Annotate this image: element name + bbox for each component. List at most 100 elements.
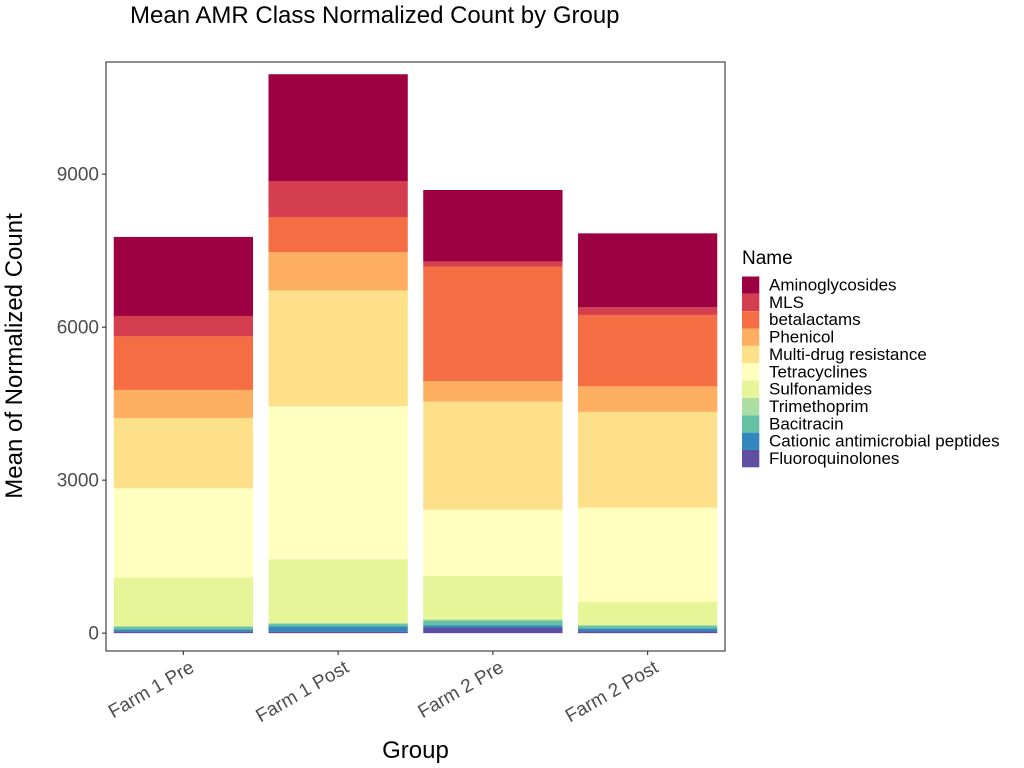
- y-tick-label: 0: [88, 624, 99, 645]
- legend-label: Sulfonamides: [769, 380, 872, 399]
- legend: Name AminoglycosidesMLSbetalactamsPhenic…: [742, 248, 1000, 468]
- bar-stack-farm-1-pre: [113, 236, 254, 634]
- plot-panel-border: [105, 61, 726, 652]
- legend-item-mls: MLS: [742, 293, 804, 312]
- bar-segment-farm-2-post-fluoroquinolones: [577, 631, 718, 634]
- bar-segment-farm-1-pre-betalactams: [113, 336, 254, 390]
- bar-segment-farm-2-post-mls: [577, 307, 718, 315]
- bar-segment-farm-2-pre-phenicol: [423, 381, 563, 402]
- legend-item-phenicol: Phenicol: [742, 328, 834, 347]
- legend-label: Tetracyclines: [769, 362, 867, 381]
- legend-label: Bacitracin: [769, 414, 844, 433]
- legend-swatch: [742, 450, 760, 468]
- bar-segment-farm-1-post-sulfonamides: [268, 559, 408, 623]
- legend-item-fluoroquinolones: Fluoroquinolones: [742, 449, 899, 468]
- legend-label: Phenicol: [769, 328, 834, 347]
- bar-stack-farm-1-post: [268, 74, 408, 634]
- bar-segment-farm-2-pre-multi-drug-resistance: [423, 401, 563, 510]
- y-tick-label: 6000: [57, 318, 99, 339]
- legend-label: betalactams: [769, 310, 861, 329]
- x-tick-label-farm-2-pre: Farm 2 Pre: [415, 657, 508, 723]
- legend-item-tetracyclines: Tetracyclines: [742, 362, 867, 381]
- x-tick-label-farm-2-post: Farm 2 Post: [562, 657, 663, 727]
- legend-swatch: [742, 415, 760, 433]
- legend-swatch: [742, 432, 760, 450]
- bar-segment-farm-1-post-betalactams: [268, 217, 408, 253]
- y-axis-title: Mean of Normalized Count: [1, 213, 28, 499]
- legend-items: AminoglycosidesMLSbetalactamsPhenicolMul…: [742, 276, 1000, 468]
- bar-segment-farm-1-post-aminoglycosides: [268, 74, 408, 182]
- bar-segment-farm-2-pre-fluoroquinolones: [423, 627, 563, 634]
- chart-title: Mean AMR Class Normalized Count by Group: [130, 2, 620, 29]
- y-tick-label: 9000: [57, 165, 99, 186]
- bar-segment-farm-2-post-aminoglycosides: [577, 233, 718, 308]
- legend-swatch: [742, 397, 760, 416]
- bar-segment-farm-2-post-tetracyclines: [577, 507, 718, 603]
- legend-item-multi-drug-resistance: Multi-drug resistance: [742, 345, 927, 364]
- bar-segment-farm-1-pre-bacitracin: [113, 627, 254, 630]
- x-tick-label-farm-1-pre: Farm 1 Pre: [105, 657, 198, 723]
- legend-swatch: [742, 345, 760, 364]
- bar-stack-farm-2-pre: [423, 190, 563, 634]
- y-tick-label: 3000: [57, 471, 99, 492]
- bar-segment-farm-1-post-fluoroquinolones: [268, 631, 408, 634]
- x-axis: Farm 1 Pre Farm 1 Post Farm 2 Pre Farm 2 Po…: [105, 651, 663, 727]
- legend-swatch: [742, 293, 760, 312]
- bar-segment-farm-2-post-multi-drug-resistance: [577, 411, 718, 508]
- bar-stack-farm-2-post: [577, 233, 718, 634]
- bar-segment-farm-1-pre-fluoroquinolones: [113, 631, 254, 634]
- legend-swatch: [742, 328, 760, 346]
- legend-title: Name: [742, 248, 793, 269]
- legend-item-aminoglycosides: Aminoglycosides: [742, 276, 897, 295]
- legend-label: Cationic antimicrobial peptides: [769, 432, 1000, 451]
- legend-label: Fluoroquinolones: [769, 449, 899, 468]
- bar-segment-farm-1-pre-aminoglycosides: [113, 236, 254, 316]
- legend-label: MLS: [769, 293, 804, 312]
- bar-segment-farm-2-pre-tetracyclines: [423, 509, 563, 577]
- bar-segment-farm-1-pre-cationic-antimicrobial-peptides: [113, 629, 254, 632]
- x-axis-title: Group: [382, 737, 449, 764]
- bar-segment-farm-2-pre-aminoglycosides: [423, 190, 563, 262]
- bar-segment-farm-2-post-betalactams: [577, 314, 718, 387]
- legend-label: Trimethoprim: [769, 397, 869, 416]
- legend-item-bacitracin: Bacitracin: [742, 414, 844, 433]
- bar-segment-farm-2-post-bacitracin: [577, 626, 718, 629]
- legend-swatch: [742, 311, 760, 329]
- bar-segment-farm-2-post-trimethoprim: [577, 624, 718, 627]
- bar-segment-farm-2-post-cationic-antimicrobial-peptides: [577, 628, 718, 632]
- legend-item-betalactams: betalactams: [742, 310, 861, 329]
- bar-segment-farm-2-post-sulfonamides: [577, 602, 718, 625]
- bar-segment-farm-2-pre-trimethoprim: [423, 619, 563, 621]
- bar-segment-farm-2-pre-mls: [423, 261, 563, 267]
- bar-segment-farm-1-post-phenicol: [268, 252, 408, 291]
- bar-segment-farm-1-pre-mls: [113, 315, 254, 337]
- legend-item-trimethoprim: Trimethoprim: [742, 397, 869, 416]
- bar-segment-farm-1-post-bacitracin: [268, 623, 408, 627]
- x-tick-label-farm-1-post: Farm 1 Post: [253, 657, 354, 727]
- legend-item-cationic-antimicrobial-peptides: Cationic antimicrobial peptides: [742, 432, 1000, 451]
- bar-segment-farm-2-pre-bacitracin: [423, 620, 563, 626]
- bar-segment-farm-1-post-mls: [268, 181, 408, 218]
- bar-segment-farm-2-pre-sulfonamides: [423, 576, 563, 620]
- bar-segment-farm-2-pre-cationic-antimicrobial-peptides: [423, 625, 563, 628]
- bar-segment-farm-1-post-tetracyclines: [268, 406, 408, 560]
- bar-segment-farm-2-post-phenicol: [577, 386, 718, 412]
- bar-segment-farm-2-pre-betalactams: [423, 266, 563, 382]
- legend-label: Aminoglycosides: [769, 276, 897, 295]
- bar-segment-farm-1-pre-trimethoprim: [113, 626, 254, 628]
- legend-swatch: [742, 380, 760, 398]
- legend-swatch: [742, 276, 760, 294]
- y-axis: 0 3000 6000 9000: [57, 165, 106, 645]
- bar-segment-farm-1-post-cationic-antimicrobial-peptides: [268, 626, 408, 632]
- bar-segment-farm-1-pre-sulfonamides: [113, 577, 254, 627]
- legend-swatch: [742, 363, 760, 381]
- bar-segment-farm-1-post-multi-drug-resistance: [268, 290, 408, 407]
- bar-segment-farm-1-post-trimethoprim: [268, 622, 408, 624]
- bars-layer: [113, 74, 718, 634]
- bar-segment-farm-1-pre-tetracyclines: [113, 488, 254, 578]
- bar-segment-farm-1-pre-phenicol: [113, 389, 254, 418]
- legend-item-sulfonamides: Sulfonamides: [742, 380, 872, 399]
- legend-label: Multi-drug resistance: [769, 345, 927, 364]
- bar-segment-farm-1-pre-multi-drug-resistance: [113, 417, 254, 489]
